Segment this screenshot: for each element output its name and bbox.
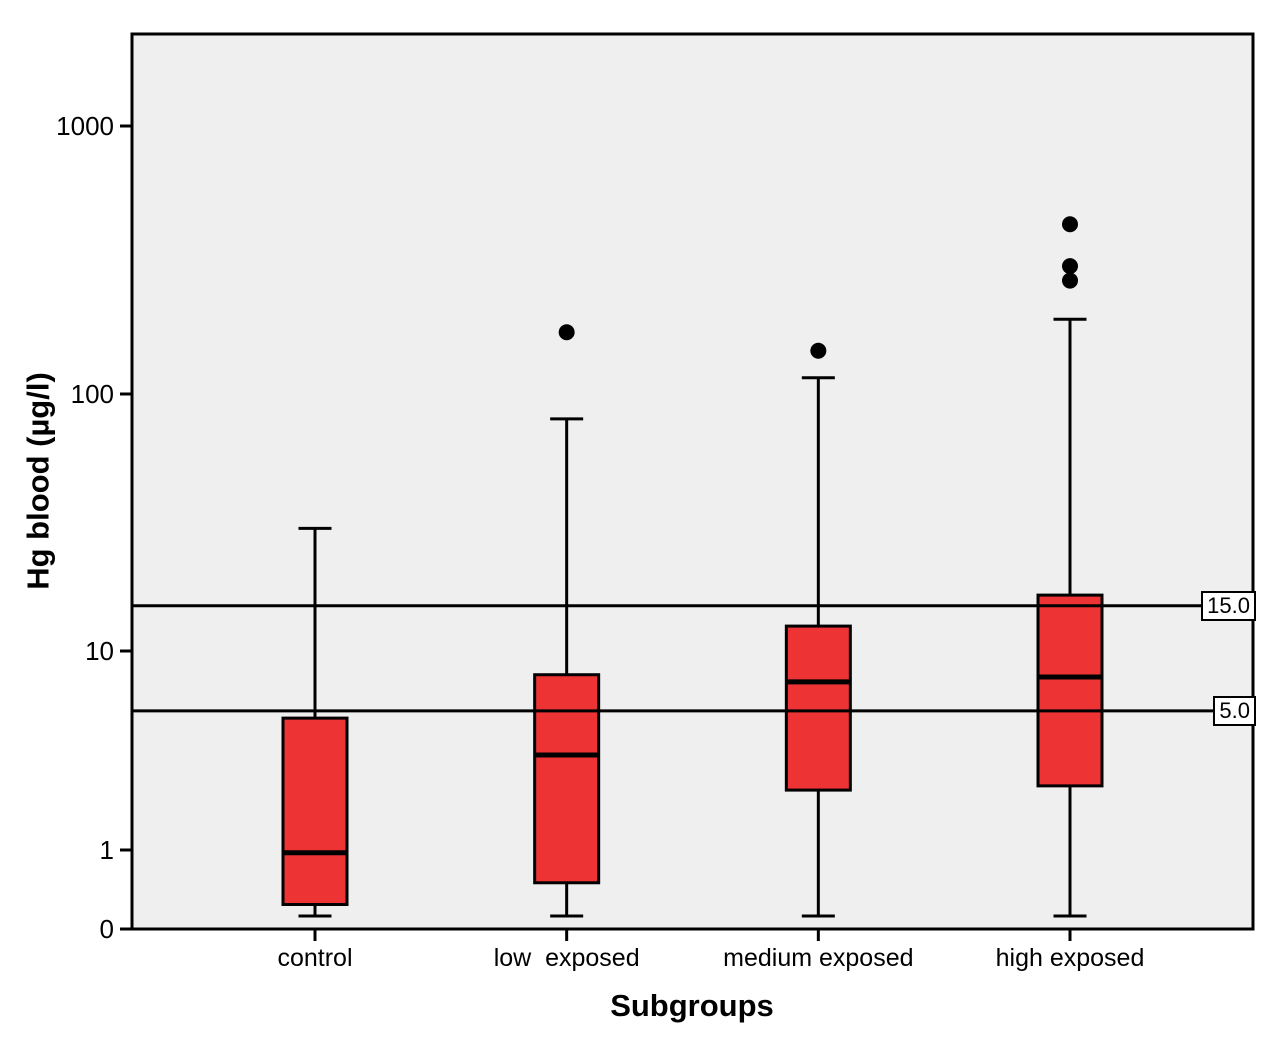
- outlier-dot-high-exposed: [1062, 258, 1078, 275]
- reference-line-label-15: 15.0: [1201, 590, 1256, 621]
- y-tick-label-1: 1: [99, 835, 114, 865]
- y-tick-label-100: 100: [70, 379, 114, 409]
- reference-line-label-5: 5.0: [1213, 695, 1256, 726]
- y-tick-label-10: 10: [85, 636, 114, 666]
- x-tick-label-control: control: [277, 944, 353, 972]
- x-tick-label-low-exposed: low exposed: [493, 944, 640, 972]
- box-low-exposed: [533, 673, 601, 885]
- plot-area-frame: [130, 32, 1255, 931]
- box-high-exposed: [1036, 593, 1104, 788]
- y-tick-label-1000: 1000: [56, 111, 114, 141]
- outlier-dot-low-exposed: [558, 324, 575, 341]
- box-medium-exposed: [784, 624, 852, 792]
- outlier-dot-medium-exposed: [810, 342, 827, 359]
- x-tick-label-high-exposed: high exposed: [995, 944, 1145, 972]
- y-axis-title: Hg blood (µg/l): [20, 372, 56, 590]
- outlier-dot-high-exposed: [1062, 272, 1078, 289]
- y-tick-label-0: 0: [99, 914, 114, 944]
- x-tick-label-medium-exposed: medium exposed: [723, 944, 914, 972]
- outlier-dot-high-exposed: [1062, 216, 1078, 233]
- x-axis-title: Subgroups: [610, 988, 774, 1023]
- box-control: [281, 716, 349, 906]
